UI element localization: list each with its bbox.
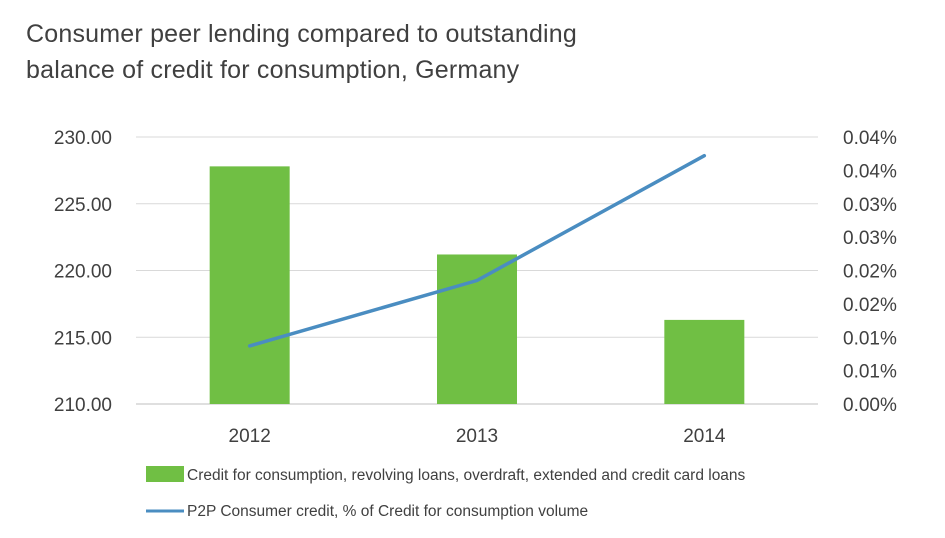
y-right-tick-label: 0.04% <box>843 161 897 182</box>
y-right-tick-label: 0.01% <box>843 362 897 383</box>
legend-swatch-bar <box>146 466 184 482</box>
y-left-tick-label: 220.00 <box>54 262 112 283</box>
bar <box>664 319 745 404</box>
x-tick-label: 2013 <box>456 426 498 447</box>
y-right-tick-label: 0.02% <box>843 295 897 316</box>
y-right-tick-label: 0.00% <box>843 395 897 416</box>
chart-title-line-1: Consumer peer lending compared to outsta… <box>26 20 578 48</box>
y-right-tick-label: 0.01% <box>843 328 897 349</box>
bar <box>209 166 290 404</box>
y-right-tick-label: 0.02% <box>843 262 897 283</box>
legend-label-line: P2P Consumer credit, % of Credit for con… <box>187 503 588 520</box>
chart-title-line-2: balance of credit for consumption, Germa… <box>26 56 520 84</box>
y-left-tick-label: 210.00 <box>54 395 112 416</box>
right-axis-ticks: 0.00% 0.01% 0.01% 0.02% 0.02% 0.03% 0.03% 0.04%… <box>843 128 897 416</box>
line-series <box>247 153 707 348</box>
x-axis-ticks: 2012 2013 2014 <box>229 426 726 447</box>
bar-series <box>209 166 745 404</box>
x-tick-label: 2014 <box>683 426 726 447</box>
y-right-tick-label: 0.04% <box>843 128 897 149</box>
x-tick-label: 2012 <box>229 426 271 447</box>
y-right-tick-label: 0.03% <box>843 195 897 216</box>
left-axis-ticks: 210.00 215.00 220.00 225.00 230.00 <box>54 128 112 416</box>
legend: Credit for consumption, revolving loans,… <box>146 466 746 520</box>
y-left-tick-label: 215.00 <box>54 328 112 349</box>
y-right-tick-label: 0.03% <box>843 228 897 249</box>
bar <box>437 254 517 404</box>
y-left-tick-label: 230.00 <box>54 128 112 149</box>
y-left-tick-label: 225.00 <box>54 195 112 216</box>
legend-label-bar: Credit for consumption, revolving loans,… <box>187 467 746 484</box>
